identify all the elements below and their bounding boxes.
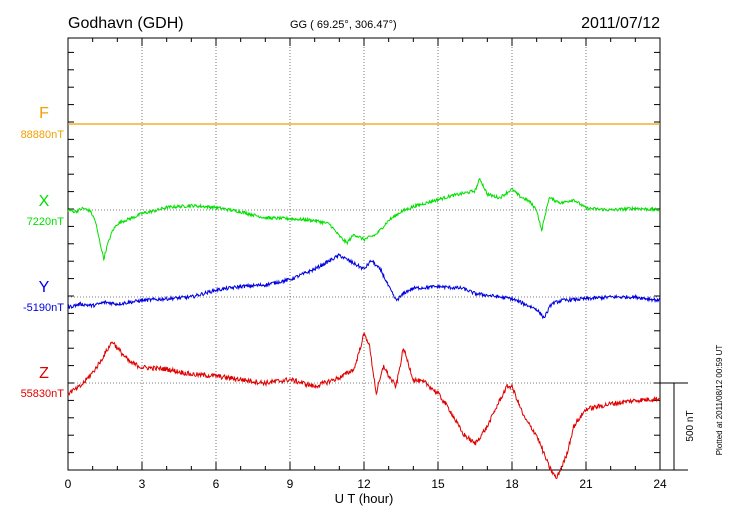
series-line-z bbox=[67, 332, 661, 480]
series-name-y: Y bbox=[39, 279, 50, 296]
x-tick-label: 9 bbox=[287, 477, 294, 491]
x-axis-label: U T (hour) bbox=[335, 491, 394, 506]
series-baseline-f: 88880nT bbox=[21, 129, 65, 141]
series-labels-group: F 88880nT X 7220nT Y -5190nT Z 55830nT bbox=[21, 105, 65, 400]
axis-ticks bbox=[67, 38, 661, 471]
x-tick-label: 0 bbox=[65, 477, 72, 491]
x-tick-label: 18 bbox=[505, 477, 519, 491]
x-tick-label: 12 bbox=[357, 477, 371, 491]
x-tick-label: 21 bbox=[579, 477, 593, 491]
plot-date: 2011/07/12 bbox=[581, 15, 660, 32]
series-group bbox=[67, 123, 661, 480]
plotted-at-note: Plotted at 2011/08/12 00:59 UT bbox=[715, 345, 724, 456]
series-line-x bbox=[67, 178, 661, 262]
station-title: Godhavn (GDH) bbox=[68, 15, 184, 32]
series-baseline-z: 55830nT bbox=[21, 388, 65, 400]
x-tick-label: 6 bbox=[213, 477, 220, 491]
series-line-y bbox=[67, 252, 661, 320]
x-tick-label: 24 bbox=[653, 477, 667, 491]
series-name-f: F bbox=[39, 105, 49, 122]
series-name-z: Z bbox=[39, 365, 49, 382]
x-tick-label: 3 bbox=[139, 477, 146, 491]
series-name-x: X bbox=[39, 193, 50, 210]
grid-lines bbox=[68, 38, 660, 470]
x-tick-label: 15 bbox=[431, 477, 445, 491]
series-baseline-y: -5190nT bbox=[23, 302, 64, 314]
x-tick-labels: 0 3 6 9 12 15 18 21 24 bbox=[65, 477, 667, 491]
series-baseline-x: 7220nT bbox=[27, 216, 65, 228]
scale-bar-label: 500 nT bbox=[685, 410, 696, 441]
station-coords: GG ( 69.25°, 306.47°) bbox=[290, 19, 397, 31]
scale-bar: 500 nT bbox=[660, 382, 696, 471]
